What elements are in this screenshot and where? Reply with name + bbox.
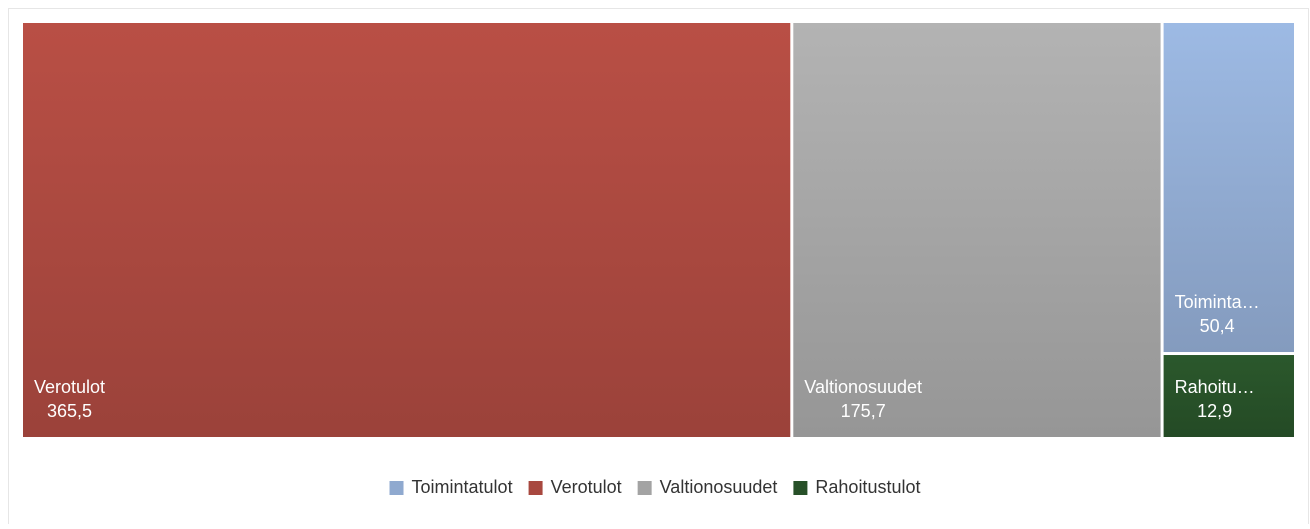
legend-label: Valtionosuudet — [660, 477, 778, 497]
tile — [23, 23, 791, 437]
tile — [793, 23, 1161, 437]
tile-value: 50,4 — [1200, 316, 1235, 336]
legend-swatch — [389, 481, 404, 495]
tile-value: 365,5 — [47, 401, 92, 421]
legend: Toimintatulot Verotulot Valtionosuudet Raho… — [389, 477, 920, 497]
tile-value: 175,7 — [841, 401, 886, 421]
tile-label: Toiminta… — [1175, 292, 1260, 312]
legend-swatch — [637, 481, 652, 495]
tile-value: 12,9 — [1197, 401, 1232, 421]
tile — [1163, 355, 1294, 437]
tile — [1163, 23, 1294, 353]
legend-swatch — [528, 481, 543, 495]
legend-label: Verotulot — [551, 477, 622, 497]
tile-label: Rahoitu… — [1175, 377, 1255, 397]
tile-label: Valtionosuudet — [804, 377, 922, 397]
tile-label: Verotulot — [34, 377, 105, 397]
legend-label: Rahoitustulot — [815, 477, 920, 497]
legend-swatch — [793, 481, 808, 495]
legend-label: Toimintatulot — [412, 477, 513, 497]
